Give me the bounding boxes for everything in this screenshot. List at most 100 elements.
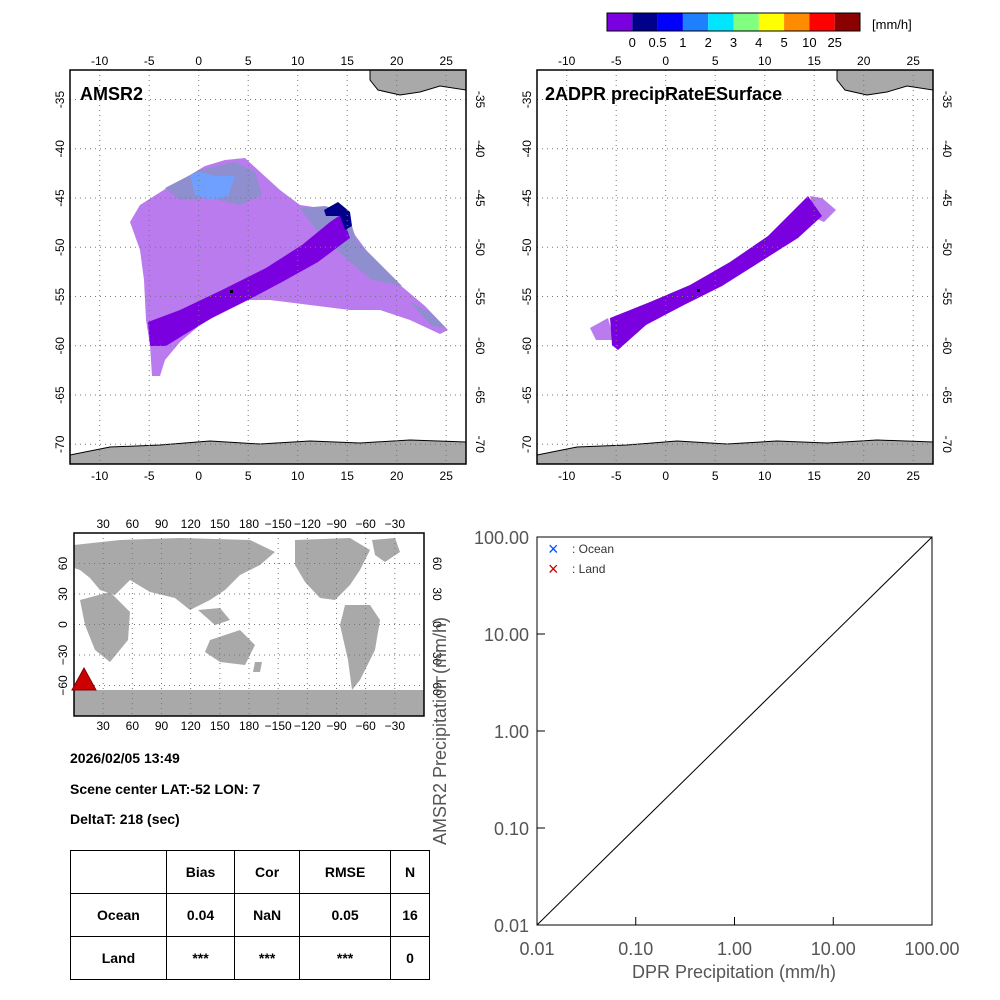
- lon-tick-label: 10: [291, 469, 305, 483]
- lon-tick-label: 25: [907, 54, 921, 68]
- world-lon-tick: −120: [294, 719, 321, 733]
- lat-tick-label: -65: [53, 386, 67, 404]
- lat-tick-label: -45: [940, 189, 954, 207]
- stats-row-label: Land: [70, 936, 167, 980]
- world-lon-tick: 120: [181, 719, 201, 733]
- lon-tick-label: 10: [291, 54, 305, 68]
- lat-tick-label: -70: [53, 435, 67, 453]
- world-lon-tick: −60: [355, 719, 376, 733]
- amsr2-map: AMSR2: [69, 69, 467, 465]
- lat-tick-label: -55: [53, 288, 67, 306]
- world-lat-tick: 0: [56, 621, 70, 628]
- lat-tick-label: -45: [520, 189, 534, 207]
- world-lat-tick: 0: [430, 621, 444, 628]
- lat-tick-label: -60: [53, 337, 67, 355]
- stats-header-empty: [70, 850, 167, 894]
- world-lon-tick: 120: [181, 517, 201, 531]
- dpr-map-frame: [536, 69, 934, 465]
- colorbar-label: 10: [802, 35, 816, 50]
- world-lon-tick: −30: [385, 517, 406, 531]
- lon-tick-label: -5: [611, 54, 622, 68]
- amsr2-gridlines: [70, 70, 466, 464]
- lat-tick-label: -55: [473, 288, 487, 306]
- x-tick-label: 1.00: [717, 939, 752, 959]
- amsr2-title: AMSR2: [80, 84, 143, 104]
- colorbar-label: 5: [780, 35, 787, 50]
- world-lat-tick: 30: [430, 587, 444, 601]
- y-axis-label: AMSR2 Precipitation (mm/h): [430, 617, 450, 845]
- colorbar-label: 0.5: [649, 35, 667, 50]
- world-lon-tick: −60: [355, 517, 376, 531]
- lat-tick-label: -35: [53, 91, 67, 109]
- lat-tick-label: -70: [473, 436, 487, 454]
- lat-tick-label: -50: [473, 239, 487, 257]
- stats-header-n: N: [390, 850, 430, 894]
- world-lon-tick: −150: [265, 517, 292, 531]
- lat-tick-label: -35: [940, 91, 954, 109]
- world-map-frame: [73, 532, 425, 717]
- world-lat-tick: −30: [56, 644, 70, 665]
- lon-tick-label: 5: [712, 469, 719, 483]
- scatter-tick-labels: 0.01 0.10 1.00 10.00 100.00 0.01 0.10 1.00 10.00…: [474, 528, 960, 959]
- dpr-map: 2ADPR precipRateESurface: [536, 69, 934, 465]
- one-to-one-line: [536, 536, 933, 926]
- world-lon-tick: −90: [326, 517, 347, 531]
- scene-deltat: DeltaT: 218 (sec): [70, 811, 180, 827]
- red-triangle-icon: [71, 666, 97, 691]
- stats-header-rmse: RMSE: [299, 850, 392, 894]
- lat-tick-label: -45: [53, 189, 67, 207]
- lat-tick-label: -60: [520, 337, 534, 355]
- world-lon-tick: 30: [96, 517, 110, 531]
- colorbar-label: 2: [705, 35, 712, 50]
- colorbar-swatch: [784, 13, 810, 31]
- amsr2-land: [70, 70, 466, 464]
- stats-n: 16: [390, 893, 430, 937]
- lon-tick-label: 10: [758, 469, 772, 483]
- stats-row-label: Ocean: [70, 893, 167, 937]
- world-lat-tick: 60: [430, 557, 444, 571]
- lat-tick-label: -45: [473, 189, 487, 207]
- lon-tick-label: 20: [857, 469, 871, 483]
- stats-table: Bias Cor RMSE N Ocean 0.04 NaN 0.05 16 L…: [70, 850, 430, 980]
- lon-tick-label: 20: [857, 54, 871, 68]
- colorbar-swatch: [657, 13, 683, 31]
- lat-tick-label: -50: [940, 239, 954, 257]
- lat-tick-label: -65: [520, 386, 534, 404]
- world-tick-labels: 303060609090120120150150180180−150−150−1…: [56, 517, 444, 733]
- lat-tick-label: -40: [53, 140, 67, 158]
- world-lat-tick: 30: [56, 587, 70, 601]
- lat-tick-label: -55: [940, 288, 954, 306]
- colorbar-swatch: [607, 13, 633, 31]
- world-lon-tick: 90: [155, 517, 169, 531]
- scatter-legend: ×: Ocean ×: Land: [548, 539, 614, 579]
- dpr-swath: [590, 196, 836, 350]
- lon-tick-label: 5: [712, 54, 719, 68]
- x-tick-label: 100.00: [904, 939, 959, 959]
- lon-tick-label: 0: [195, 54, 202, 68]
- lon-tick-label: -10: [91, 54, 109, 68]
- dpr-land: [537, 70, 933, 464]
- colorbar-label: 3: [730, 35, 737, 50]
- lat-tick-label: -60: [473, 337, 487, 355]
- x-tick-label: 0.01: [519, 939, 554, 959]
- scatter-plot: 0.01 0.10 1.00 10.00 100.00 0.01 0.10 1.00 10.00…: [430, 528, 960, 982]
- lon-tick-label: -10: [558, 469, 576, 483]
- lon-tick-label: 20: [390, 469, 404, 483]
- colorbar-swatch: [733, 13, 759, 31]
- lon-tick-label: 0: [662, 469, 669, 483]
- world-lon-tick: 150: [210, 517, 230, 531]
- lon-tick-label: 5: [245, 54, 252, 68]
- lon-tick-label: 15: [341, 54, 355, 68]
- colorbar-frame: [606, 12, 861, 32]
- lon-tick-label: 20: [390, 54, 404, 68]
- world-lat-tick: −60: [56, 675, 70, 696]
- colorbar-swatch: [632, 13, 658, 31]
- stats-cor: NaN: [234, 893, 301, 937]
- world-map: [71, 532, 425, 717]
- lat-tick-label: -65: [473, 386, 487, 404]
- lat-tick-label: -40: [520, 140, 534, 158]
- world-lat-tick: −60: [430, 675, 444, 696]
- amsr2-swath: [130, 158, 448, 376]
